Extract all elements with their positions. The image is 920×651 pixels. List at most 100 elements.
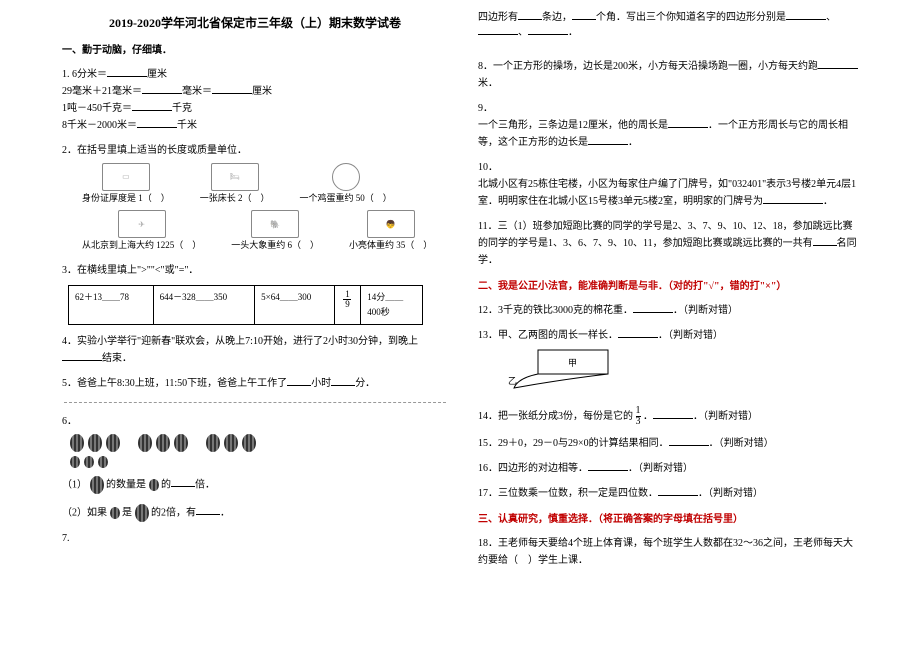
q16a: 16．四边形的对边相等． xyxy=(478,463,588,474)
q6-2b: 是 xyxy=(122,507,132,518)
q3-cell-5: 14分＿＿ 400秒 xyxy=(361,285,423,325)
q6-num: 6． xyxy=(62,416,77,427)
r7a: 四边形有 xyxy=(478,12,518,23)
label-yi: 乙 xyxy=(508,376,517,386)
q1-l1b: 厘米 xyxy=(147,69,167,80)
q2-cap-f: 小亮体重约 35（ ） xyxy=(349,238,432,253)
q5b: 小时 xyxy=(311,378,331,389)
blank xyxy=(132,101,172,111)
question-2: 2．在括号里填上适当的长度或质量单位． ▭身份证厚度是 1（ ） 🛏一张床长 2… xyxy=(62,142,448,254)
watermelon-icon xyxy=(70,434,84,452)
q6-2c: 的2倍，有 xyxy=(151,507,196,518)
divider xyxy=(64,402,446,403)
label-jia: 甲 xyxy=(568,358,577,368)
question-11: 11．三（1）班参加短跑比赛的同学的学号是2、3、7、9、10、12、18，参加… xyxy=(478,218,858,269)
q12a: 12．3千克的铁比3000克的棉花重． xyxy=(478,305,633,316)
q3-c5a: 14分＿＿ xyxy=(367,292,403,302)
q2-cap-b: 一张床长 2（ ） xyxy=(200,191,270,206)
q2-cap-c: 一个鸡蛋重约 50（ ） xyxy=(300,191,392,206)
q6-2: （2）如果 是 的2倍，有 ． xyxy=(62,504,448,522)
q5c: 分． xyxy=(355,378,375,389)
blank xyxy=(331,376,355,386)
blank xyxy=(786,10,826,20)
blank xyxy=(818,59,858,69)
q1-l2c: 厘米 xyxy=(252,86,272,97)
section-3-heading: 三、认真研究，慎重选择．（将正确答案的字母填在括号里） xyxy=(478,510,858,525)
q3-cell-1: 62＋13＿＿78 xyxy=(69,285,154,325)
q2-img-idcard: ▭身份证厚度是 1（ ） xyxy=(82,163,170,206)
q3-c5b: 400秒 xyxy=(367,307,390,317)
watermelon-small-icon xyxy=(70,456,80,468)
blank xyxy=(588,135,628,145)
q1-l1a: 1. 6分米＝ xyxy=(62,69,107,80)
watermelon-icon xyxy=(90,476,104,494)
q1-l3b: 千克 xyxy=(172,103,192,114)
q5a: 5．爸爸上午8:30上班，11:50下班，爸爸上午工作了 xyxy=(62,378,287,389)
q3-table: 62＋13＿＿78 644－328＿＿350 5×64＿＿300 1 9 14分… xyxy=(68,285,423,326)
q1-l2a: 29毫米＋21毫米＝ xyxy=(62,86,142,97)
q2-img-plane: ✈从北京到上海大约 1225（ ） xyxy=(82,210,201,253)
q17a: 17．三位数乘一位数，积一定是四位数． xyxy=(478,488,658,499)
blank xyxy=(287,376,311,386)
melon-row-small xyxy=(70,456,448,468)
question-5: 5．爸爸上午8:30上班，11:50下班，爸爸上午工作了 小时 分． xyxy=(62,375,448,392)
q13b: ．（判断对错） xyxy=(658,330,723,341)
q6-1d: 倍． xyxy=(195,479,215,490)
blank xyxy=(669,436,709,446)
watermelon-icon xyxy=(224,434,238,452)
question-4: 4．实验小学举行"迎新春"联欢会，从晚上7:10开始，进行了2小时30分钟，到晚… xyxy=(62,333,448,367)
q2-cap-a: 身份证厚度是 1（ ） xyxy=(82,191,170,206)
q6-2d: ． xyxy=(220,507,230,518)
watermelon-icon xyxy=(88,434,102,452)
q15b: ．（判断对错） xyxy=(709,438,774,449)
q8a: 8．一个正方形的操场，边长是200米，小方每天沿操场跑一圈，小方每天约跑 xyxy=(478,61,818,72)
q15a: 15．29＋0，29－0与29×0的计算结果相同． xyxy=(478,438,669,449)
blank xyxy=(653,409,693,419)
q2-img-elephant: 🐘一头大象重约 6（ ） xyxy=(231,210,319,253)
blank xyxy=(107,67,147,77)
q14-den: 3 xyxy=(636,416,641,427)
question-12: 12．3千克的铁比3000克的棉花重． ．（判断对错） xyxy=(478,302,858,319)
question-18: 18．王老师每天要给4个班上体育课，每个班学生人数都在32～36之间，王老师每天… xyxy=(478,535,858,569)
blank xyxy=(588,461,628,471)
r7d1: 、 xyxy=(826,12,836,23)
q10b: ． xyxy=(823,196,833,207)
blank xyxy=(668,118,708,128)
question-13: 13．甲、乙两图的周长一样长． ．（判断对错） 甲 乙 xyxy=(478,327,858,398)
q3-frac-den: 9 xyxy=(345,299,350,309)
q3-cell-3: 5×64＿＿300 xyxy=(255,285,335,325)
idcard-icon: ▭ xyxy=(102,163,150,191)
egg-icon xyxy=(332,163,360,191)
blank xyxy=(171,477,195,487)
elephant-icon: 🐘 xyxy=(251,210,299,238)
question-3: 3．在横线里填上">""<"或"="． 62＋13＿＿78 644－328＿＿3… xyxy=(62,262,448,326)
q12b: ．（判断对错） xyxy=(673,305,738,316)
blank xyxy=(518,10,542,20)
q13a: 13．甲、乙两图的周长一样长． xyxy=(478,330,618,341)
q10-num: 10． xyxy=(478,162,498,173)
q8b: 米． xyxy=(478,78,498,89)
watermelon-icon xyxy=(174,434,188,452)
q2-stem: 2．在括号里填上适当的长度或质量单位． xyxy=(62,145,247,156)
q17b: ．（判断对错） xyxy=(698,488,763,499)
q14a: 14．把一张纸分成3份，每份是它的 xyxy=(478,411,633,422)
blank xyxy=(142,84,182,94)
q9a: 一个三角形，三条边是12厘米，他的周长是 xyxy=(478,120,668,131)
blank xyxy=(478,25,518,35)
r7b: 条边， xyxy=(542,12,572,23)
q1-l4b: 千米 xyxy=(177,120,197,131)
q3-cell-2: 644－328＿＿350 xyxy=(153,285,255,325)
q9-num: 9． xyxy=(478,103,493,114)
q6-1: （1） 的数量是 的倍． xyxy=(62,476,448,494)
q6-1a: （1） xyxy=(62,479,87,490)
diagram-svg: 甲 乙 xyxy=(508,348,618,392)
q11a: 11．三（1）班参加短跑比赛的同学的学号是2、3、7、9、10、12、18，参加… xyxy=(478,221,853,249)
q6-2a: （2）如果 xyxy=(62,507,107,518)
question-10: 10． 北城小区有25栋住宅楼，小区为每家住户编了门牌号，如"032401"表示… xyxy=(478,159,858,210)
watermelon-icon xyxy=(156,434,170,452)
question-17: 17．三位数乘一位数，积一定是四位数． ．（判断对错） xyxy=(478,485,858,502)
q3-stem: 3．在横线里填上">""<"或"="． xyxy=(62,265,198,276)
q2-img-boy: 👦小亮体重约 35（ ） xyxy=(349,210,432,253)
r7d2: 、 xyxy=(518,27,528,38)
boy-icon: 👦 xyxy=(367,210,415,238)
